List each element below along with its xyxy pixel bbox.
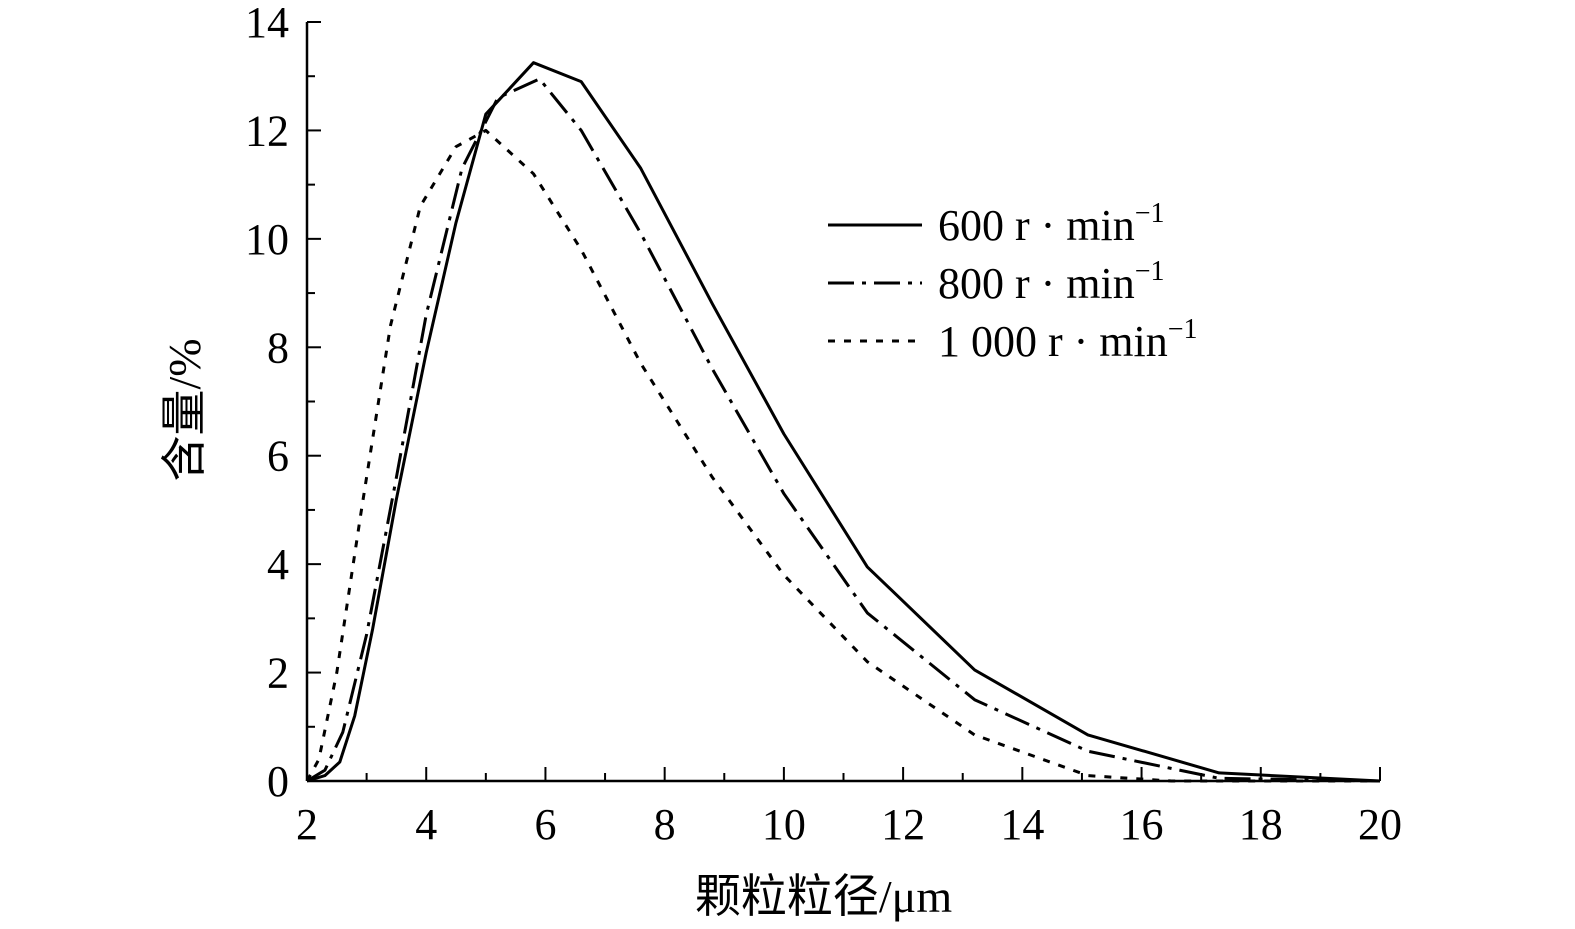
legend-label-superscript: −1: [1135, 256, 1165, 287]
y-tick-label: 2: [267, 649, 289, 698]
series-layer: [305, 61, 1381, 783]
series-line-0: [306, 61, 1381, 783]
legend-label-text: 800 r · min: [938, 259, 1135, 308]
y-tick-label: 0: [267, 757, 289, 806]
x-tick-label: 20: [1358, 800, 1402, 849]
y-tick-label: 10: [245, 215, 289, 264]
x-axis-label: 颗粒粒径/μm: [695, 871, 952, 922]
x-tick-label: 18: [1239, 800, 1283, 849]
y-tick-label: 4: [267, 540, 289, 589]
y-tick-label: 6: [267, 432, 289, 481]
y-axis-label: 含量/%: [159, 338, 210, 481]
legend-label-1: 800 r · min−1: [938, 256, 1165, 308]
series-line-2: [305, 128, 1380, 783]
series-line-1: [306, 77, 1381, 783]
legend-label-text: 1 000 r · min: [938, 317, 1168, 366]
legend-label-0: 600 r · min−1: [938, 198, 1165, 250]
x-tick-label: 6: [534, 800, 556, 849]
x-tick-label: 2: [296, 800, 318, 849]
x-tick-label: 16: [1120, 800, 1164, 849]
y-tick-label: 14: [245, 0, 289, 47]
y-tick-label: 8: [267, 323, 289, 372]
legend-label-superscript: −1: [1135, 198, 1165, 229]
x-tick-label: 12: [881, 800, 925, 849]
y-tick-label: 12: [245, 106, 289, 155]
x-tick-label: 14: [1000, 800, 1044, 849]
legend-label-superscript: −1: [1168, 314, 1198, 345]
x-tick-label: 8: [654, 800, 676, 849]
legend-label-2: 1 000 r · min−1: [938, 314, 1198, 366]
legend-label-text: 600 r · min: [938, 201, 1135, 250]
x-tick-label: 10: [762, 800, 806, 849]
x-tick-label: 4: [415, 800, 437, 849]
